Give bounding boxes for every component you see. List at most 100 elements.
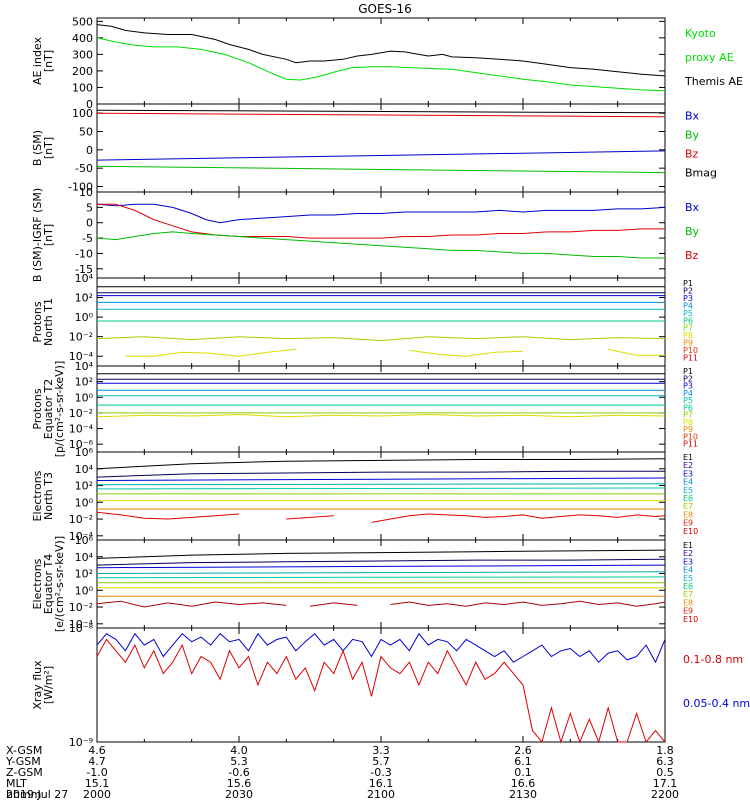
legend-entry: E8 xyxy=(683,598,693,607)
legend-entry: E7 xyxy=(683,590,693,599)
y-tick-label: 10⁰ xyxy=(75,496,94,509)
y-tick-label: 10² xyxy=(75,376,93,389)
orbit-row-value: 2200 xyxy=(651,788,679,800)
orbit-row-value: 3.3 xyxy=(372,744,390,757)
orbit-row-value: 15.1 xyxy=(85,777,110,790)
series-line xyxy=(125,348,296,357)
y-tick-label: 0 xyxy=(86,98,93,111)
orbit-row-value: 6.1 xyxy=(514,755,532,768)
y-tick-label: 0 xyxy=(86,144,93,157)
y-tick-label: 10⁴ xyxy=(75,272,94,285)
series-line xyxy=(286,515,334,520)
legend-entry: By xyxy=(685,128,700,141)
legend-entry: E1 xyxy=(683,453,693,462)
y-tick-label: 10⁻⁴ xyxy=(69,423,94,436)
legend-entry: E10 xyxy=(683,615,698,624)
y-tick-label: -10 xyxy=(75,247,93,260)
orbit-row-value: 4.6 xyxy=(88,744,106,757)
orbit-row-value: 2030 xyxy=(225,788,253,800)
y-axis-label: B (SM)-IGRF (SM) xyxy=(31,188,44,282)
y-tick-label: 500 xyxy=(72,15,93,28)
legend-entry: E2 xyxy=(683,549,693,558)
legend-entry: P4 xyxy=(683,301,693,310)
y-tick-label: 10⁰ xyxy=(75,311,94,324)
y-axis-label: Electrons xyxy=(31,558,44,609)
legend-entry: P10 xyxy=(683,346,698,355)
legend-entry: E1 xyxy=(683,541,693,550)
orbit-row-value: 1.8 xyxy=(656,744,674,757)
legend-entry: P9 xyxy=(683,425,693,434)
legend-entry: E2 xyxy=(683,461,693,470)
y-tick-label: 10⁻² xyxy=(69,513,93,526)
legend-entry: Bmag xyxy=(685,167,717,180)
date-label: 2019 Jul 27 xyxy=(6,788,68,800)
y-tick-label: -15 xyxy=(75,263,93,276)
legend-entry: P2 xyxy=(683,286,693,295)
y-axis-label: AE index xyxy=(31,36,44,85)
legend-entry: P8 xyxy=(683,331,693,340)
series-line xyxy=(96,458,666,470)
legend-entry: E5 xyxy=(683,574,693,583)
series-line xyxy=(96,336,666,342)
series-line xyxy=(390,600,666,607)
legend-entry: P7 xyxy=(683,324,693,333)
panel-frame xyxy=(96,17,666,105)
series-line xyxy=(96,470,665,478)
legend-entry: P6 xyxy=(683,403,693,412)
orbit-row-value: 0.1 xyxy=(514,766,532,779)
series-line xyxy=(96,413,666,418)
y-tick-label: 100 xyxy=(72,81,93,94)
legend-entry: E6 xyxy=(683,494,693,503)
series-line xyxy=(96,37,666,92)
orbit-row-value: 16.6 xyxy=(511,777,536,790)
series-line xyxy=(96,638,666,744)
legend-entry: P10 xyxy=(683,432,698,441)
y-axis-label: [nT] xyxy=(42,137,55,159)
legend-entry: E8 xyxy=(683,510,693,519)
legend-entry: P3 xyxy=(683,382,693,391)
legend-entry: E4 xyxy=(683,566,693,575)
y-tick-label: 0 xyxy=(86,217,93,230)
legend-entry: P5 xyxy=(683,309,693,318)
y-axis-label: Electrons xyxy=(31,470,44,521)
y-tick-label: -5 xyxy=(82,232,93,245)
y-axis-label: [nT] xyxy=(42,224,55,246)
y-tick-label: 10⁶ xyxy=(75,446,94,459)
orbit-row-value: 4.0 xyxy=(230,744,248,757)
legend-entry: E9 xyxy=(683,607,693,616)
panel-frame xyxy=(96,539,666,629)
orbit-row-value: 2130 xyxy=(509,788,537,800)
legend-entry: E5 xyxy=(683,486,693,495)
legend-entry: P1 xyxy=(683,279,693,288)
orbit-row-value: 5.3 xyxy=(230,755,248,768)
orbit-row-value: 6.3 xyxy=(656,755,674,768)
legend-entry: E10 xyxy=(683,527,698,536)
orbit-row-value: -1.0 xyxy=(86,766,107,779)
y-tick-label: 10⁻⁶ xyxy=(69,438,94,451)
y-axis-label: North T1 xyxy=(42,298,55,346)
orbit-row-value: 2000 xyxy=(83,788,111,800)
series-line xyxy=(96,600,287,608)
series-line xyxy=(96,231,665,259)
y-tick-label: 10⁻² xyxy=(69,331,93,344)
orbit-row-value: 17.1 xyxy=(653,777,678,790)
y-tick-label: 10⁻⁹ xyxy=(69,736,93,749)
legend-entry: Themis AE xyxy=(684,75,743,88)
legend-entry: Bx xyxy=(685,201,700,214)
y-axis-label: [nT] xyxy=(42,50,55,72)
series-line xyxy=(96,487,666,490)
legend-entry: proxy AE xyxy=(685,51,734,64)
legend-entry: E4 xyxy=(683,478,693,487)
legend-entry: E6 xyxy=(683,582,693,591)
y-tick-label: 10² xyxy=(75,480,93,493)
y-tick-label: 10⁻⁸ xyxy=(69,622,94,635)
y-tick-label: -50 xyxy=(75,162,93,175)
panel-ae: 0 100 200 300 400 500 AE index[nT] Kyoto proxy A… xyxy=(31,15,743,111)
legend-entry: E7 xyxy=(683,502,693,511)
y-tick-label: -100 xyxy=(68,181,93,194)
y-axis-label: Protons xyxy=(31,301,44,342)
y-tick-label: 10⁴ xyxy=(75,463,94,476)
